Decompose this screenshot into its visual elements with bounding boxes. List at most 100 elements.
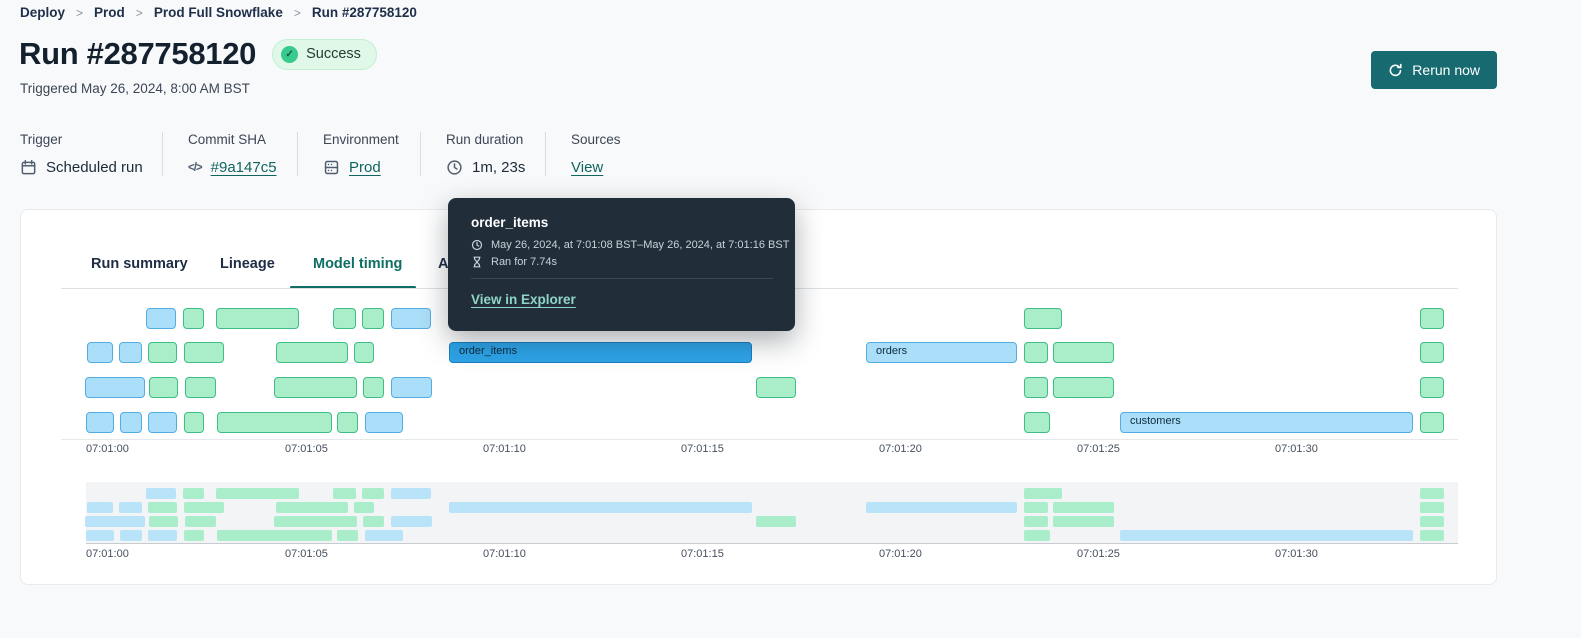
tab-model-timing[interactable]: Model timing [313,256,403,272]
breadcrumb-item[interactable]: Prod Full Snowflake [153,5,283,20]
gantt-bar[interactable] [148,342,177,363]
commit-sha-link[interactable]: #9a147c5 [210,159,277,176]
gantt-bar-order_items[interactable]: order_items [449,342,752,363]
breadcrumb-item: Run #287758120 [311,5,417,20]
tab-lineage[interactable]: Lineage [220,256,275,272]
overview-bar [216,488,299,499]
environment-link[interactable]: Prod [349,159,381,176]
tab-run-summary[interactable]: Run summary [91,256,188,272]
gantt-bar[interactable] [86,412,114,433]
overview-bar [86,530,114,541]
gantt-bar[interactable] [149,377,178,398]
overview-bar [391,488,431,499]
axis-tick-label: 07:01:20 [879,548,922,560]
overview-bar [866,502,1017,513]
axis-tick-label: 07:01:00 [86,443,129,455]
meta-label: Trigger [20,132,63,147]
gantt-bar[interactable] [756,377,796,398]
overview-bar [184,530,204,541]
overview-bar [217,530,332,541]
page-header: Run #287758120 ✓ Success [19,36,377,72]
gantt-bar[interactable] [1024,412,1050,433]
gantt-bar[interactable] [87,342,113,363]
gantt-bar[interactable] [120,412,142,433]
overview-bar [1120,530,1413,541]
overview-bar [1053,502,1114,513]
axis-tick-label: 07:01:05 [285,443,328,455]
gantt-bar-customers[interactable]: customers [1120,412,1413,433]
overview-bar [1420,502,1444,513]
gantt-bar[interactable] [185,377,216,398]
rerun-now-button[interactable]: Rerun now [1371,51,1497,89]
gantt-bar[interactable] [146,308,176,329]
main-axis-line [61,439,1458,440]
sources-view-link[interactable]: View [571,159,604,176]
gantt-bar-orders[interactable]: orders [866,342,1017,363]
model-tooltip: order_items May 26, 2024, at 7:01:08 BST… [448,198,795,331]
gantt-bar[interactable] [1420,412,1444,433]
overview-bar [1024,488,1062,499]
trigger-value: Scheduled run [46,159,143,176]
overview-bar [276,502,348,513]
triggered-timestamp: Triggered May 26, 2024, 8:00 AM BST [20,81,250,96]
clock-icon [446,159,463,176]
gantt-bar[interactable] [391,308,431,329]
overview-bar [274,516,357,527]
gantt-bar[interactable] [184,412,204,433]
breadcrumb-separator-icon: > [293,5,301,20]
success-check-icon: ✓ [281,45,299,63]
overview-bar [449,502,752,513]
overview-bar [756,516,796,527]
gantt-bar[interactable] [1420,377,1444,398]
axis-tick-label: 07:01:15 [681,443,724,455]
bar-label: customers [1130,415,1181,427]
overview-bar [1420,530,1444,541]
gantt-bar[interactable] [1024,342,1048,363]
gantt-bar[interactable] [391,377,432,398]
view-in-explorer-link[interactable]: View in Explorer [471,292,576,307]
calendar-icon [20,159,37,176]
page-title: Run #287758120 [19,36,257,71]
gantt-bar[interactable] [362,308,384,329]
gantt-bar[interactable] [274,377,357,398]
gantt-bar[interactable] [354,342,374,363]
gantt-bar[interactable] [85,377,145,398]
gantt-bar[interactable] [148,412,177,433]
bar-label: orders [876,345,908,357]
gantt-bar[interactable] [1053,342,1114,363]
meta-label: Commit SHA [188,132,267,147]
breadcrumb-item[interactable]: Prod [94,5,125,20]
gantt-bar[interactable] [1420,308,1444,329]
overview-bar [1420,516,1444,527]
status-badge-label: Success [306,46,361,62]
axis-tick-label: 07:01:05 [285,548,328,560]
gantt-bar[interactable] [1024,308,1062,329]
status-badge: ✓ Success [272,38,377,70]
overview-bar [1024,516,1048,527]
rerun-button-label: Rerun now [1412,62,1480,78]
overview-bar [184,502,224,513]
meta-run-duration: Run duration 1m, 23s [421,132,546,176]
axis-tick-label: 07:01:25 [1077,548,1120,560]
breadcrumb-separator-icon: > [135,5,143,20]
axis-tick-label: 07:01:10 [483,443,526,455]
gantt-bar[interactable] [119,342,142,363]
overview-bar [183,488,204,499]
meta-environment: Environment Prod [298,132,421,176]
gantt-bar[interactable] [333,308,356,329]
tooltip-model-name: order_items [471,215,549,230]
gantt-bar[interactable] [276,342,348,363]
gantt-bar[interactable] [216,308,299,329]
gantt-bar[interactable] [363,377,384,398]
gantt-bar[interactable] [1024,377,1048,398]
tooltip-duration: Ran for 7.74s [491,256,558,268]
gantt-bar[interactable] [1053,377,1114,398]
gantt-bar[interactable] [184,342,224,363]
gantt-bar[interactable] [183,308,204,329]
gantt-bar[interactable] [337,412,358,433]
axis-tick-label: 07:01:20 [879,443,922,455]
gantt-bar[interactable] [365,412,403,433]
gantt-bar[interactable] [1420,342,1444,363]
breadcrumb-item[interactable]: Deploy [20,5,66,20]
gantt-bar[interactable] [217,412,332,433]
